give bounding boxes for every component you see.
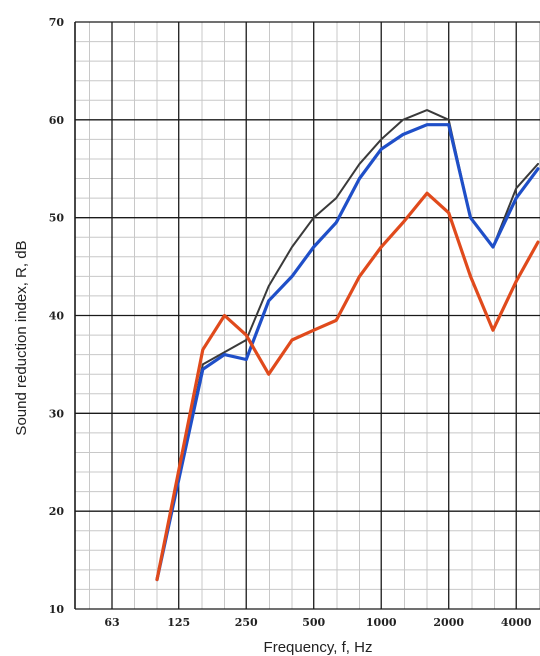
x-tick-label: 63	[104, 616, 119, 629]
y-tick-label: 60	[49, 114, 65, 127]
series-line-2	[155, 123, 540, 582]
y-tick-label: 70	[49, 16, 65, 29]
series-line-1	[156, 109, 539, 581]
x-tick-label: 125	[167, 616, 190, 629]
y-tick-label: 20	[49, 505, 65, 518]
y-tick-labels: 10 20 30 40 50 60 70	[49, 16, 65, 616]
y-tick-label: 40	[49, 310, 65, 323]
y-tick-label: 50	[49, 212, 65, 225]
series-line-3	[155, 191, 540, 582]
major-grid	[74, 21, 540, 610]
y-tick-label: 30	[49, 407, 65, 420]
x-tick-labels: 63 125 250 500 1000 2000 4000	[104, 616, 532, 629]
y-tick-label: 10	[49, 603, 65, 616]
x-tick-label: 2000	[433, 616, 464, 629]
series-layer	[155, 109, 540, 582]
x-tick-label: 1000	[366, 616, 397, 629]
x-tick-label: 250	[235, 616, 258, 629]
x-axis-label: Frequency, f, Hz	[264, 639, 373, 656]
y-axis-label: Sound reduction index, R, dB	[13, 240, 30, 435]
x-tick-label: 500	[302, 616, 325, 629]
x-tick-label: 4000	[501, 616, 532, 629]
